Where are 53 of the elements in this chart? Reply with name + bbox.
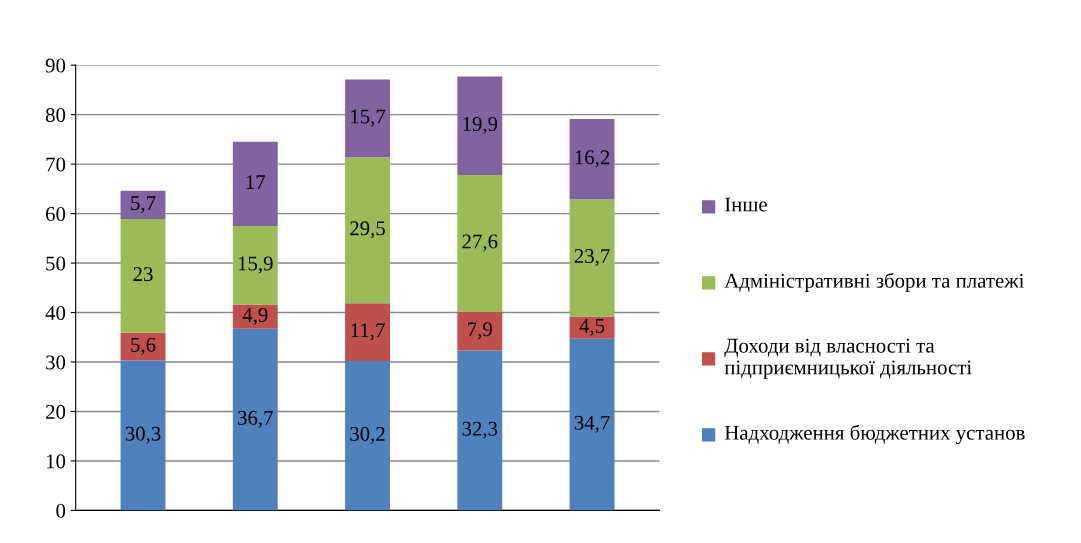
y-tick-label: 80 — [45, 108, 66, 123]
bar — [120, 190, 166, 220]
bar — [569, 119, 615, 200]
data-label: 7,9 — [468, 322, 492, 340]
bar — [345, 361, 390, 511]
legend-label: Інше — [725, 197, 767, 212]
y-tick-label: 20 — [46, 404, 66, 419]
bar — [232, 225, 278, 305]
bar — [569, 316, 615, 339]
bar — [345, 79, 390, 158]
y-tick-label: 0 — [56, 503, 66, 518]
y-tick-label: 90 — [45, 58, 66, 73]
bar — [569, 338, 615, 511]
bar — [345, 157, 390, 304]
bar — [457, 76, 503, 175]
data-label: 29,5 — [350, 221, 385, 239]
data-label: 27,6 — [462, 234, 498, 252]
bar — [120, 219, 166, 333]
legend-label: Адміністративні збори та платежі — [724, 272, 1025, 293]
bar — [457, 174, 503, 312]
data-label: 34,7 — [574, 415, 610, 433]
bar — [569, 199, 615, 317]
y-tick-label: 70 — [46, 157, 66, 172]
data-label: 17 — [246, 175, 266, 189]
data-label: 4,5 — [579, 318, 605, 336]
data-label: 5,7 — [131, 196, 156, 214]
data-label: 23 — [133, 267, 153, 282]
y-tick-label: 60 — [46, 206, 66, 222]
bar — [120, 332, 166, 361]
data-label: 32,3 — [462, 421, 498, 439]
bar — [120, 360, 166, 511]
data-label: 5,6 — [131, 337, 156, 355]
legend-label: Доходи від власності та підприємницької діяльності — [724, 338, 972, 379]
data-label: 4,9 — [242, 307, 268, 325]
data-label: 19,9 — [463, 116, 498, 134]
data-label: 23,7 — [574, 249, 610, 267]
y-tick-label: 50 — [46, 256, 66, 271]
data-label: 30,3 — [125, 426, 161, 444]
y-tick-label: 10 — [46, 454, 66, 469]
y-tick-label: 30 — [46, 355, 66, 370]
bar — [457, 311, 503, 351]
data-label: 36,7 — [238, 410, 273, 428]
data-label: 15,9 — [238, 256, 273, 274]
data-label: 11,7 — [351, 323, 385, 341]
data-label: 15,7 — [351, 109, 386, 127]
bar — [232, 328, 278, 511]
legend-label: Надходження бюджетних установ — [724, 424, 1025, 445]
bar — [232, 141, 278, 226]
data-label: 30,2 — [350, 426, 385, 444]
y-tick-label: 40 — [45, 305, 66, 320]
bar — [457, 350, 503, 511]
bar — [345, 303, 390, 362]
data-label: 16,2 — [575, 150, 610, 168]
